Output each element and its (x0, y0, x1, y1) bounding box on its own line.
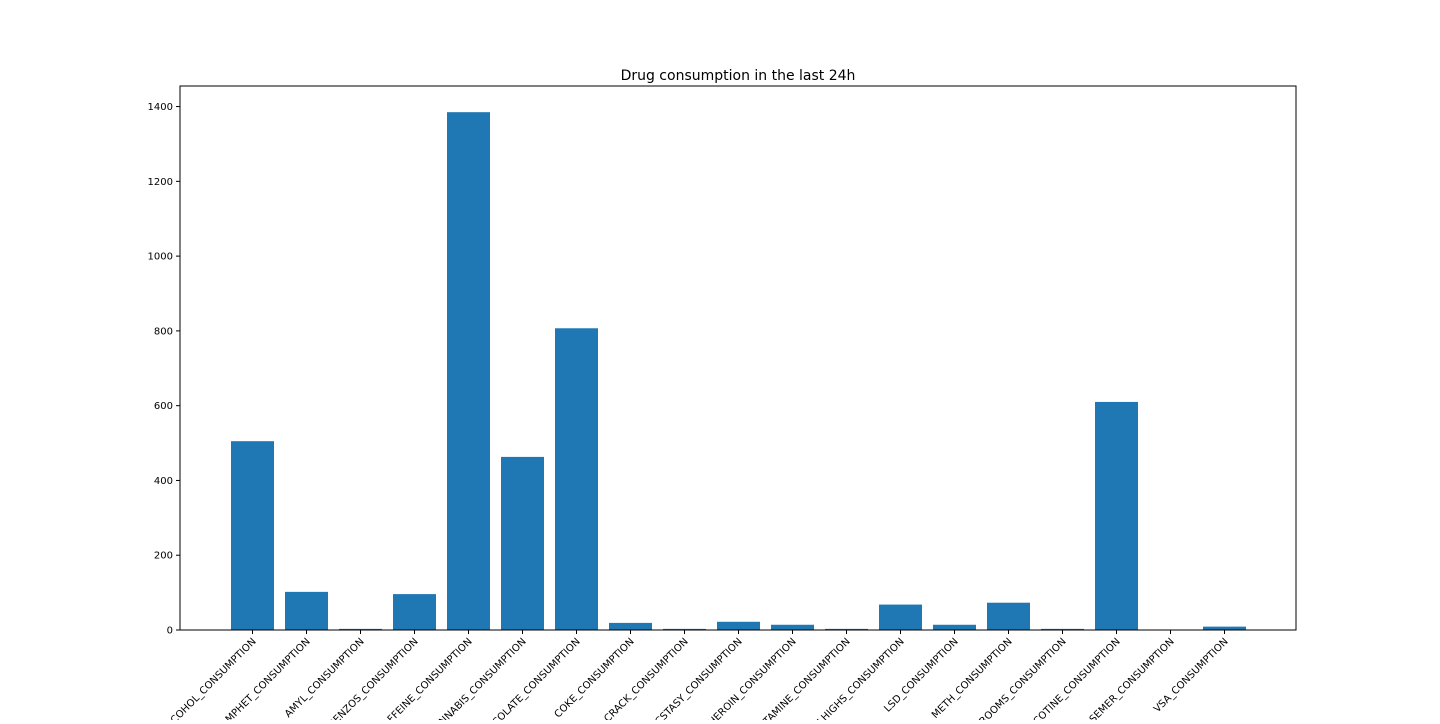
x-axis: ALCOHOL_CONSUMPTIONAMPHET_CONSUMPTIONAMY… (160, 630, 1231, 724)
bar (663, 628, 706, 630)
y-tick-label: 1000 (148, 252, 173, 263)
bars-group (231, 112, 1246, 631)
bar (339, 628, 382, 630)
plot-frame (179, 85, 1297, 631)
bar (933, 624, 976, 630)
bar (1041, 628, 1084, 630)
bar (447, 112, 490, 631)
y-tick-label: 200 (154, 551, 173, 562)
bar (825, 628, 868, 630)
bar (501, 456, 544, 630)
bar (1095, 401, 1138, 630)
bar (393, 594, 436, 630)
bar (987, 602, 1030, 630)
y-tick-label: 1400 (148, 102, 173, 113)
bar (609, 622, 652, 630)
y-tick-label: 1200 (148, 177, 173, 188)
bar (879, 604, 922, 630)
bar (1203, 626, 1246, 630)
bar (555, 328, 598, 630)
y-tick-label: 800 (154, 326, 173, 337)
y-tick-label: 0 (167, 626, 173, 637)
chart-title: Drug consumption in the last 24h (621, 68, 856, 84)
y-tick-label: 600 (154, 401, 173, 412)
y-tick-label: 400 (154, 476, 173, 487)
bar (285, 591, 328, 630)
y-axis: 0 200 400 600 800 1000 1200 1400 (148, 102, 180, 637)
bar (771, 624, 814, 630)
bar (717, 621, 760, 630)
bar (231, 441, 274, 630)
